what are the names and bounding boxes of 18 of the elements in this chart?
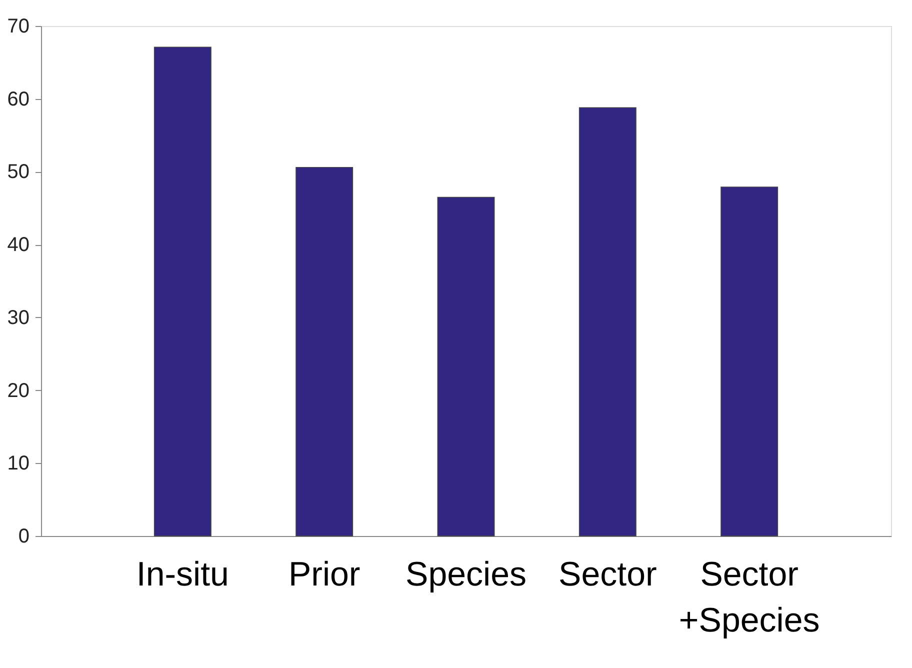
bar [154, 46, 212, 536]
y-tick-label: 70 [7, 16, 30, 38]
bar [720, 186, 778, 536]
y-tick-label: 60 [7, 88, 30, 110]
y-tick-label: 0 [18, 526, 30, 548]
x-tick-label: Sector +Species [678, 556, 820, 640]
x-tick-label: Sector [558, 556, 657, 594]
bar [296, 166, 354, 536]
bar [437, 196, 495, 536]
x-tick-label: Prior [288, 556, 360, 594]
y-tick-label: 40 [7, 234, 30, 256]
x-tick-label: Species [406, 556, 526, 594]
y-tick-label: 10 [7, 452, 30, 475]
bar [578, 107, 636, 536]
y-tick-label: 30 [7, 306, 30, 329]
x-tick-label: In-situ [136, 556, 229, 594]
y-tick-label: 20 [7, 380, 30, 402]
y-tick-label: 50 [7, 161, 30, 184]
